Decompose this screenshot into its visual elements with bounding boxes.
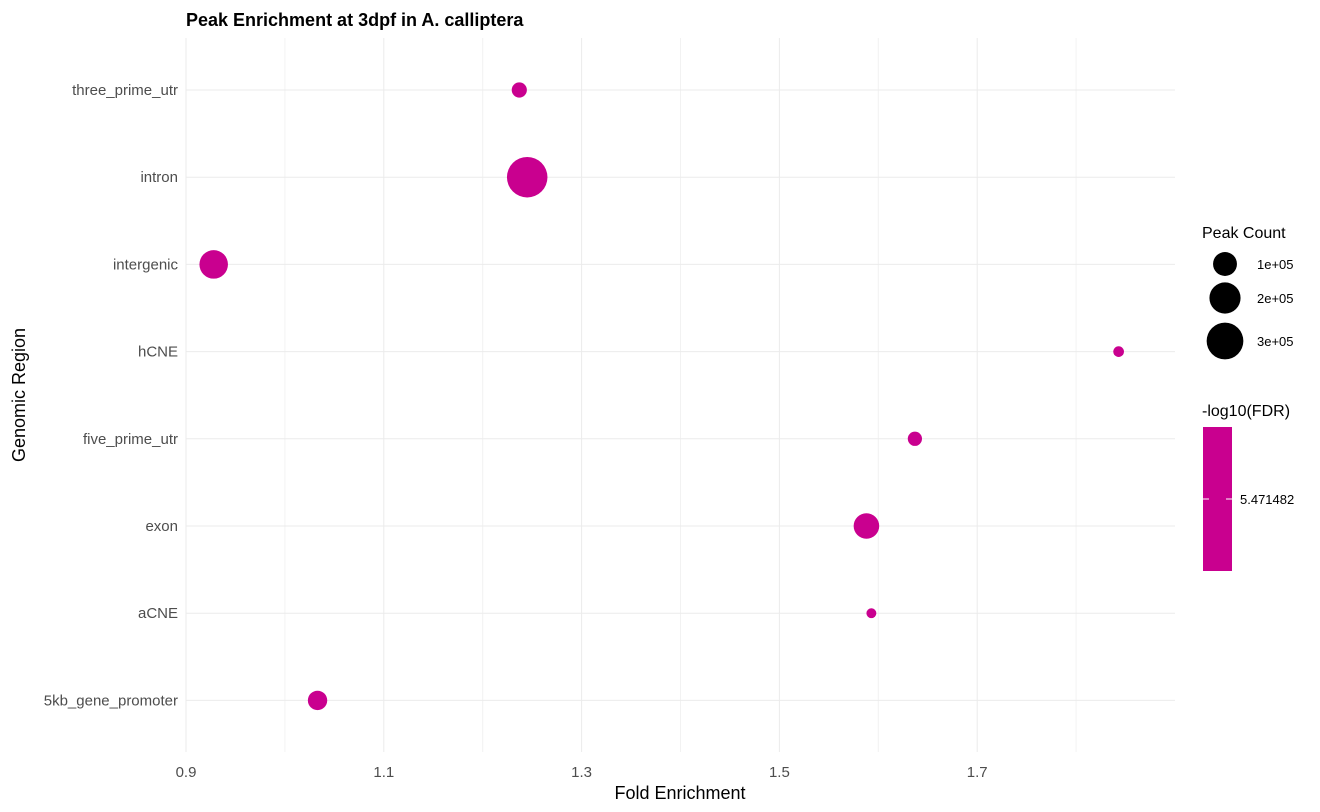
x-tick-label: 1.7 [967,764,988,781]
size-legend-key [1209,282,1241,314]
size-legend-title: Peak Count [1202,225,1286,242]
colorbar-label: 5.471482 [1240,492,1294,507]
data-points [199,82,1124,711]
data-point [907,431,923,446]
data-point [511,82,527,98]
size-legend-label: 1e+05 [1257,257,1294,272]
y-tick-label: aCNE [138,605,178,622]
data-point [1113,346,1124,357]
y-tick-label: three_prime_utr [72,82,178,99]
x-tick-label: 1.5 [769,764,790,781]
x-axis-tick-labels: 0.9 1.1 1.3 1.5 1.7 [176,764,988,781]
data-point [307,690,328,711]
y-tick-label: hCNE [138,344,178,361]
y-tick-label: intron [140,169,178,186]
data-point [866,608,877,619]
x-axis-title: Fold Enrichment [614,783,745,803]
y-tick-label: exon [145,518,178,535]
size-legend-key [1213,252,1237,276]
data-point [199,250,228,279]
y-tick-label: five_prime_utr [83,431,178,448]
y-tick-label: intergenic [113,256,179,273]
grid [185,38,1175,752]
size-legend-label: 3e+05 [1257,334,1294,349]
color-legend: -log10(FDR) 5.471482 [1202,403,1294,571]
color-legend-title: -log10(FDR) [1202,403,1290,420]
chart-title: Peak Enrichment at 3dpf in A. calliptera [186,10,524,30]
x-tick-label: 0.9 [176,764,197,781]
y-tick-label: 5kb_gene_promoter [44,692,178,709]
x-tick-label: 1.3 [571,764,592,781]
x-tick-label: 1.1 [373,764,394,781]
size-legend-key [1206,322,1244,360]
size-legend: Peak Count 1e+05 2e+05 3e+05 [1202,225,1294,360]
data-point [506,156,548,198]
size-legend-label: 2e+05 [1257,291,1294,306]
data-point [853,513,880,539]
y-axis-title: Genomic Region [9,328,29,462]
